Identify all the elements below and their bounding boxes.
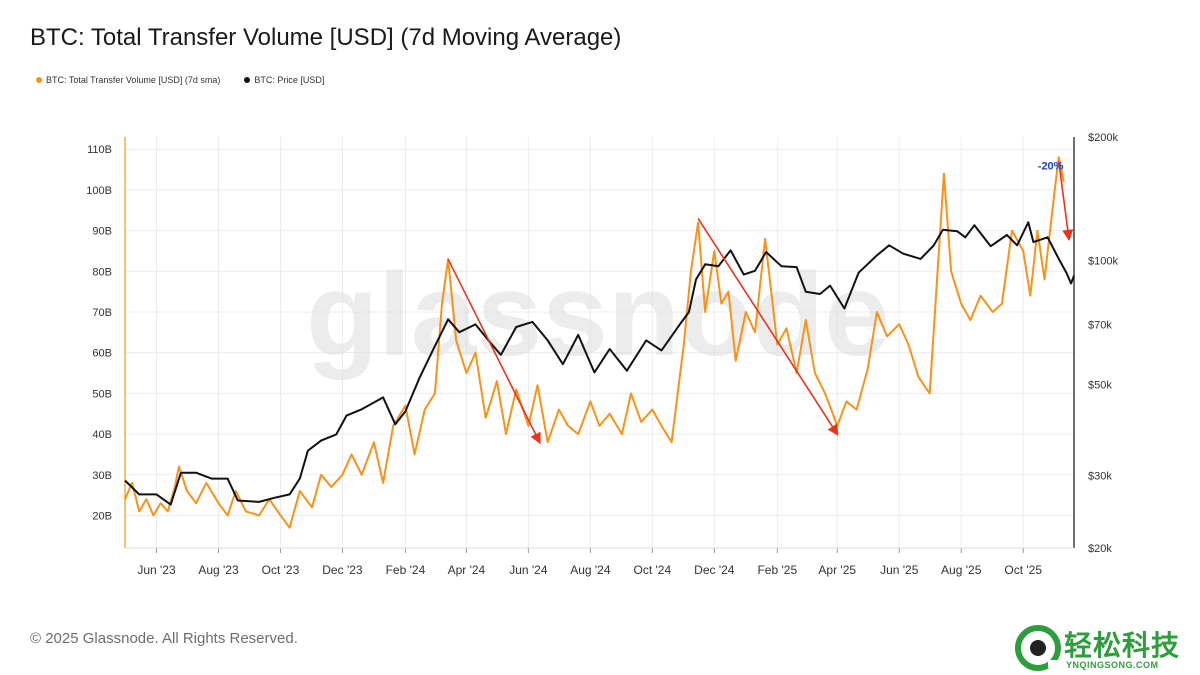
- y-right-tick-label: $200k: [1088, 132, 1118, 144]
- y-right-tick-label: $30k: [1088, 471, 1112, 483]
- x-tick-label: Apr '24: [448, 563, 486, 577]
- series-line-transfer-volume: [124, 156, 1065, 529]
- legend-dot-price: [244, 77, 251, 83]
- trend-arrow-3: [1057, 161, 1074, 241]
- x-tick-label: Jun '23: [137, 563, 176, 577]
- y-right-tick-label: $70k: [1088, 319, 1112, 331]
- y-left-tick-label: 80B: [92, 266, 112, 278]
- legend-item-volume[interactable]: BTC: Total Transfer Volume [USD] (7d sma…: [36, 75, 220, 85]
- legend-dot-volume: [36, 77, 42, 83]
- y-right-tick-label: $100k: [1088, 256, 1118, 268]
- x-tick-label: Dec '24: [694, 563, 735, 577]
- x-tick-label: Oct '23: [262, 563, 300, 577]
- trend-arrow-2: [697, 217, 839, 436]
- legend-label-volume: BTC: Total Transfer Volume [USD] (7d sma…: [46, 75, 221, 85]
- y-left-tick-label: 100B: [86, 185, 112, 197]
- brand-logo: 轻松科技 YNQINGSONG.COM: [1012, 622, 1192, 672]
- series-line-price: [124, 221, 1075, 506]
- y-left-tick-label: 40B: [92, 429, 112, 441]
- brand-name: 轻松科技: [1064, 629, 1181, 662]
- x-tick-label: Aug '24: [570, 563, 611, 577]
- y-left-tick-label: 110B: [87, 144, 112, 156]
- trend-arrow-1: [447, 258, 541, 445]
- x-tick-label: Aug '25: [941, 563, 982, 577]
- y-left-tick-label: 20B: [92, 510, 112, 522]
- eye-logo-icon: [1015, 625, 1061, 671]
- x-tick-label: Oct '24: [634, 563, 672, 577]
- watermark: glassnode: [306, 249, 890, 381]
- x-tick-label: Jun '24: [509, 563, 548, 577]
- y-left-tick-label: 30B: [92, 470, 112, 482]
- y-left-tick-label: 60B: [92, 348, 112, 360]
- legend-label-price: BTC: Price [USD]: [254, 75, 325, 85]
- y-left-tick-label: 70B: [92, 307, 112, 319]
- x-tick-label: Aug '23: [198, 563, 239, 577]
- copyright-footer: © 2025 Glassnode. All Rights Reserved.: [30, 630, 298, 647]
- x-tick-label: Apr '25: [818, 563, 856, 577]
- brand-url: YNQINGSONG.COM: [1066, 660, 1159, 670]
- y-left-tick-label: 90B: [92, 226, 112, 238]
- y-left-tick-label: 50B: [92, 388, 112, 400]
- x-tick-label: Feb '25: [757, 563, 797, 577]
- drawdown-label: -20%: [1038, 161, 1064, 173]
- x-tick-label: Jun '25: [880, 563, 919, 577]
- y-right-tick-label: $20k: [1088, 543, 1112, 555]
- x-tick-label: Dec '23: [322, 563, 363, 577]
- x-tick-label: Feb '24: [386, 563, 426, 577]
- chart-legend: BTC: Total Transfer Volume [USD] (7d sma…: [36, 75, 324, 85]
- y-right-tick-label: $50k: [1088, 379, 1112, 391]
- legend-item-price[interactable]: BTC: Price [USD]: [244, 75, 324, 85]
- x-tick-label: Oct '25: [1004, 563, 1042, 577]
- chart-title: BTC: Total Transfer Volume [USD] (7d Mov…: [30, 24, 622, 51]
